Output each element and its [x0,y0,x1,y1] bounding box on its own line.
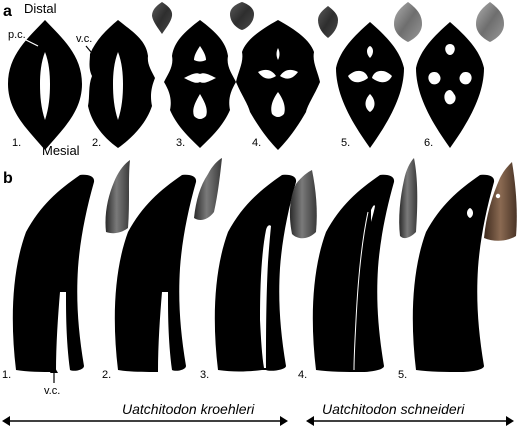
specimen-a-number-3: 3. [176,137,185,149]
vascular-canal-arrow [85,45,97,59]
specimen-b-number-2: 2. [102,369,111,381]
range-arrowhead-right-end [506,416,514,426]
vascular-canal-callout-b: v.c. [44,385,60,397]
species-ranges: Uatchitodon kroehleri Uatchitodon schnei… [2,401,514,426]
specimen-a-number-2: 2. [92,137,101,149]
panel-a: a Distal Mesial p.c. 1. v.c. 2. 3. 4. 5. [3,1,504,158]
tooth-photo-b4 [399,158,418,239]
tooth-photo-b5-pit [495,193,501,199]
tooth-photo-a5 [394,2,422,42]
cross-section-1 [8,20,82,150]
cross-section-2 [88,20,155,148]
tooth-silhouette-4 [312,174,395,372]
specimen-a-number-5: 5. [341,137,350,149]
tooth-silhouette-5 [412,174,495,372]
distal-label: Distal [24,1,57,16]
panel-b: b 1. v.c. 2. 3. 4. 5. [2,158,517,397]
species-right-label: Uatchitodon schneideri [322,401,465,417]
canal-opening-4 [371,205,375,222]
mesial-label: Mesial [42,143,80,158]
cross-section-6 [416,22,484,148]
range-arrowhead-left-start [2,416,10,426]
specimen-a-number-4: 4. [252,137,261,149]
cross-section-5 [336,22,404,148]
tooth-photo-b2 [194,158,222,220]
tooth-silhouette-2 [114,174,197,372]
pulp-cavity-callout: p.c. [8,29,26,41]
tooth-photo-a4 [230,2,254,30]
specimen-b-number-5: 5. [398,369,407,381]
range-arrowhead-left-end [280,416,288,426]
pulp-cavity-arrow [23,38,39,47]
cross-section-3 [164,20,236,148]
specimen-a-number-1: 1. [12,137,21,149]
tooth-silhouette-3 [214,174,297,372]
vascular-canal-arrowhead-b [50,366,58,373]
tooth-photo-b1 [105,160,130,234]
tooth-photo-a6 [476,2,504,42]
tooth-photo-b3 [289,170,317,239]
range-arrowhead-right-start [306,416,314,426]
specimen-b-number-1: 1. [2,369,11,381]
specimen-a-number-6: 6. [424,137,433,149]
specimen-b-number-4: 4. [298,369,307,381]
panel-b-letter: b [3,170,13,187]
panel-a-letter: a [3,3,12,20]
suture-line-4 [353,211,369,371]
tooth-silhouette-1 [12,174,95,372]
vascular-canal-callout: v.c. [76,33,92,45]
species-left-label: Uatchitodon kroehleri [122,401,255,417]
specimen-b-number-3: 3. [200,369,209,381]
tooth-photo-a4b [318,6,338,38]
tooth-photo-b5 [484,162,517,241]
cross-section-4 [236,20,320,150]
tooth-photo-a3 [152,2,173,34]
